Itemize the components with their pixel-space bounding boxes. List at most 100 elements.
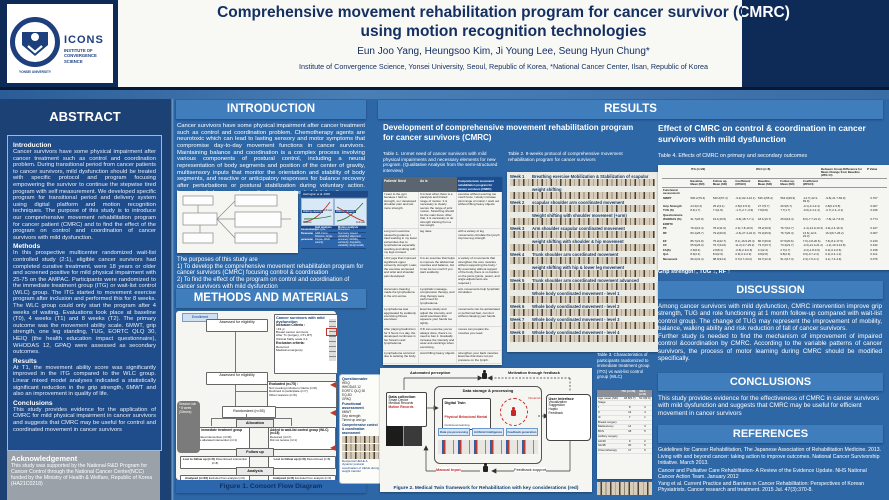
functional-item: Grip strength [342, 414, 361, 418]
assessment-note: Reciprocal UE/LE & dynamic postural coor… [342, 459, 379, 473]
conclusions-text: This study provides evidence for the eff… [658, 395, 880, 417]
reference-item: Guidelines for Cancer Rehabilitation, Th… [658, 447, 882, 453]
chart-walking-capacity-2: Walking capacity Full task [334, 198, 367, 226]
university-name: YONSEI UNIVERSITY [18, 70, 52, 74]
header-accent-band [0, 90, 889, 99]
table2-week-row: Week 6 Whole body coordinated movement - … [510, 304, 655, 317]
inclusion-item: After Tx (surgery, CTx,RT) [276, 333, 313, 338]
pipeline-step: Data pre-processing [438, 428, 470, 436]
data-collection-item: Medical Records [388, 401, 414, 406]
table2-week-row: weight shifting with hip & lower leg mov… [510, 265, 655, 278]
table2-week-row: Week 8 Whole body coordinated movement - … [510, 330, 655, 343]
functional-item: Timed up and go [342, 418, 366, 422]
wlc-item: Received (n=17) [270, 434, 292, 439]
icons-logo: ICONS [64, 34, 104, 46]
inclusion-item: >19 yr, [276, 326, 286, 331]
authors: Eun Joo Yang, Heungsoo Kim, Ji Young Lee… [357, 45, 650, 57]
acknowledgement-box: Acknowledgement This study was supported… [7, 451, 160, 500]
manual-input-label: Manual Input [436, 467, 461, 472]
poster-title-line1: Comprehensive movement rehabilitation pr… [217, 4, 790, 21]
table1-row: Ascension cleaning made the lymphedema i… [383, 286, 502, 308]
twin-aspect: Physical [444, 414, 458, 419]
table4-row: Grip Strength 24.3(3.4) 25.2(4.1) 2.5(0.… [663, 203, 878, 208]
conclusions-heading: CONCLUSIONS [658, 373, 883, 391]
exclusion-item: Medical emergency [276, 347, 303, 352]
questionnaire-label: Questionnaire [342, 377, 368, 381]
chart-ref-label: Harrington et al. 2006 [301, 191, 368, 197]
abstract-section-label: Conclusions [13, 399, 53, 407]
table3-row: III 7 1 [597, 415, 652, 421]
evaluated-item: Declined to participate (n=7) [269, 389, 308, 394]
table4-row: Functional assessment [663, 187, 680, 196]
abstract-section: Conclusions This study provides evidence… [13, 400, 156, 433]
gait-motion-table: Gait analysis Motion analysis Assessment… [301, 226, 366, 249]
table4: ITG (n=29) WLC (n=8) Between Group Diffe… [658, 165, 889, 270]
table4-row: EF 86.7(21.9) 75.2(22.7) 8.1(-16.9-25.4)… [663, 238, 878, 243]
exercise-photos-strip [510, 335, 655, 343]
enrollment-chip: Enrollment [182, 313, 218, 322]
abstract-section-text: Cancer survivors have some physical impa… [13, 149, 156, 241]
methods-heading: METHODS AND MATERIALS [176, 289, 366, 308]
abstract-section: Results At T1, the movement ability scor… [13, 358, 156, 398]
table2-week-row: weight shifting with shoulder & hip move… [510, 239, 655, 252]
feedback-support-label: Feedback support [514, 467, 547, 472]
questionnaire-item: WHODAS 12 [342, 385, 361, 389]
column-separator [170, 99, 174, 500]
pose-analysis-strip [438, 440, 538, 454]
table2-caption: Table 2. 8-weeks protocol of comprehensi… [508, 151, 623, 162]
institute-name: INSTITUTE OF CONVERGENCE SCIENCE [64, 48, 97, 64]
purpose-item: 2) To find the effect of the program on … [177, 277, 350, 290]
exercise-photos-strip [510, 179, 655, 187]
evaluated-item: Other reasons (n=6) [269, 392, 297, 397]
exercise-photos-strip [510, 283, 655, 291]
abstract-section-text: At T1, the movement ability score was si… [13, 364, 156, 398]
figure1-caption: Figure 1. Consort Flow Diagram [176, 480, 366, 493]
abstract-section-label: Results [13, 357, 37, 365]
results-heading: RESULTS [378, 100, 883, 119]
exclusion-item: Recurred [276, 344, 289, 349]
table3-row: Mastectomy 11 3 [597, 424, 652, 431]
acknowledgement-heading: Acknowledgement [11, 454, 78, 463]
automated-perception-label: Automated perception [410, 371, 451, 375]
virtual-lab-circle [500, 398, 528, 426]
frailty-scale-icon [329, 319, 336, 361]
table1: Patients' Need As is Comprehensive movem… [383, 177, 502, 365]
purposes-label: The purposes of this study are [177, 257, 258, 263]
table2: Week 1 Breathing exercise Mobilization & … [507, 172, 658, 352]
therapist-icon [483, 463, 488, 472]
abstract-section: Methods In this prospective multicenter … [13, 243, 156, 356]
table4-row: QoL 8.9(2.4) 8.9(2.9) 0.9(-0.2-2.9) 9.8(… [663, 252, 878, 257]
table4-row: 6MWT 500.2(79.4) 540.2(57.4) -9.4(-92.4-… [663, 195, 878, 204]
header-dark-corner: Comprehensive movement rehabilitation pr… [742, 4, 790, 21]
header-divider [0, 87, 889, 90]
twin-aspect: Mental [476, 414, 488, 419]
chart-walking-capacity-1: Walking capacity Full task Balance [301, 198, 334, 226]
patient-icon [482, 370, 487, 379]
gait-motion-row: Parameter GRF, Force, Distance, Angle Sy… [301, 232, 366, 240]
reference-item: Yang et al. Current Practice and Barrier… [658, 481, 865, 494]
wlc-lost-box: Lost to follow up (n=8) Discontinued (n=… [268, 456, 336, 469]
intro-figure-charts: Harrington et al. 2006 Walking capacity … [301, 191, 368, 253]
acknowledgement-text: This study was supported by the National… [11, 463, 153, 488]
functional-label: Functional assessment [342, 402, 364, 410]
table2-week-row: Week 5 Trunk shoulder arm coordinated mov… [510, 278, 655, 291]
table3-row: ALND 9 2 [597, 439, 652, 445]
exercise-photos-strip [510, 309, 655, 317]
table2-week-row: Week 2 scapular shoulder arm coordinated … [510, 200, 655, 213]
exercise-photos-strip [510, 322, 655, 330]
table3-row: Stage [597, 401, 652, 407]
table2-week-row: weight shifting [510, 187, 655, 200]
data-collection-item: Smart Device [388, 397, 409, 402]
inclusion-item: Clinical frailty scale 3,4 [276, 336, 308, 341]
virtual-patient-icon [511, 407, 516, 416]
abstract-heading: ABSTRACT [49, 109, 121, 124]
followup-bar: Follow up [236, 448, 274, 457]
assessment-label: Comprehensive control & coordination ass… [342, 423, 378, 435]
figure1-consort: Enrollment Assessed for eligibility Canc… [176, 311, 338, 487]
wlc-allocation-box: Added to wait-list control group (WLC) (… [268, 427, 336, 450]
figure2-arrows-icon [403, 375, 571, 474]
pipeline-step: Feedback generation [506, 428, 538, 436]
digital-twin-box: Digital Twin PhysicalBehavioralMental Co… [442, 398, 491, 430]
discussion-text: Among cancer survivors with mild dysfunc… [658, 303, 882, 362]
pipeline-step: Artificial Intelligence [472, 428, 504, 436]
